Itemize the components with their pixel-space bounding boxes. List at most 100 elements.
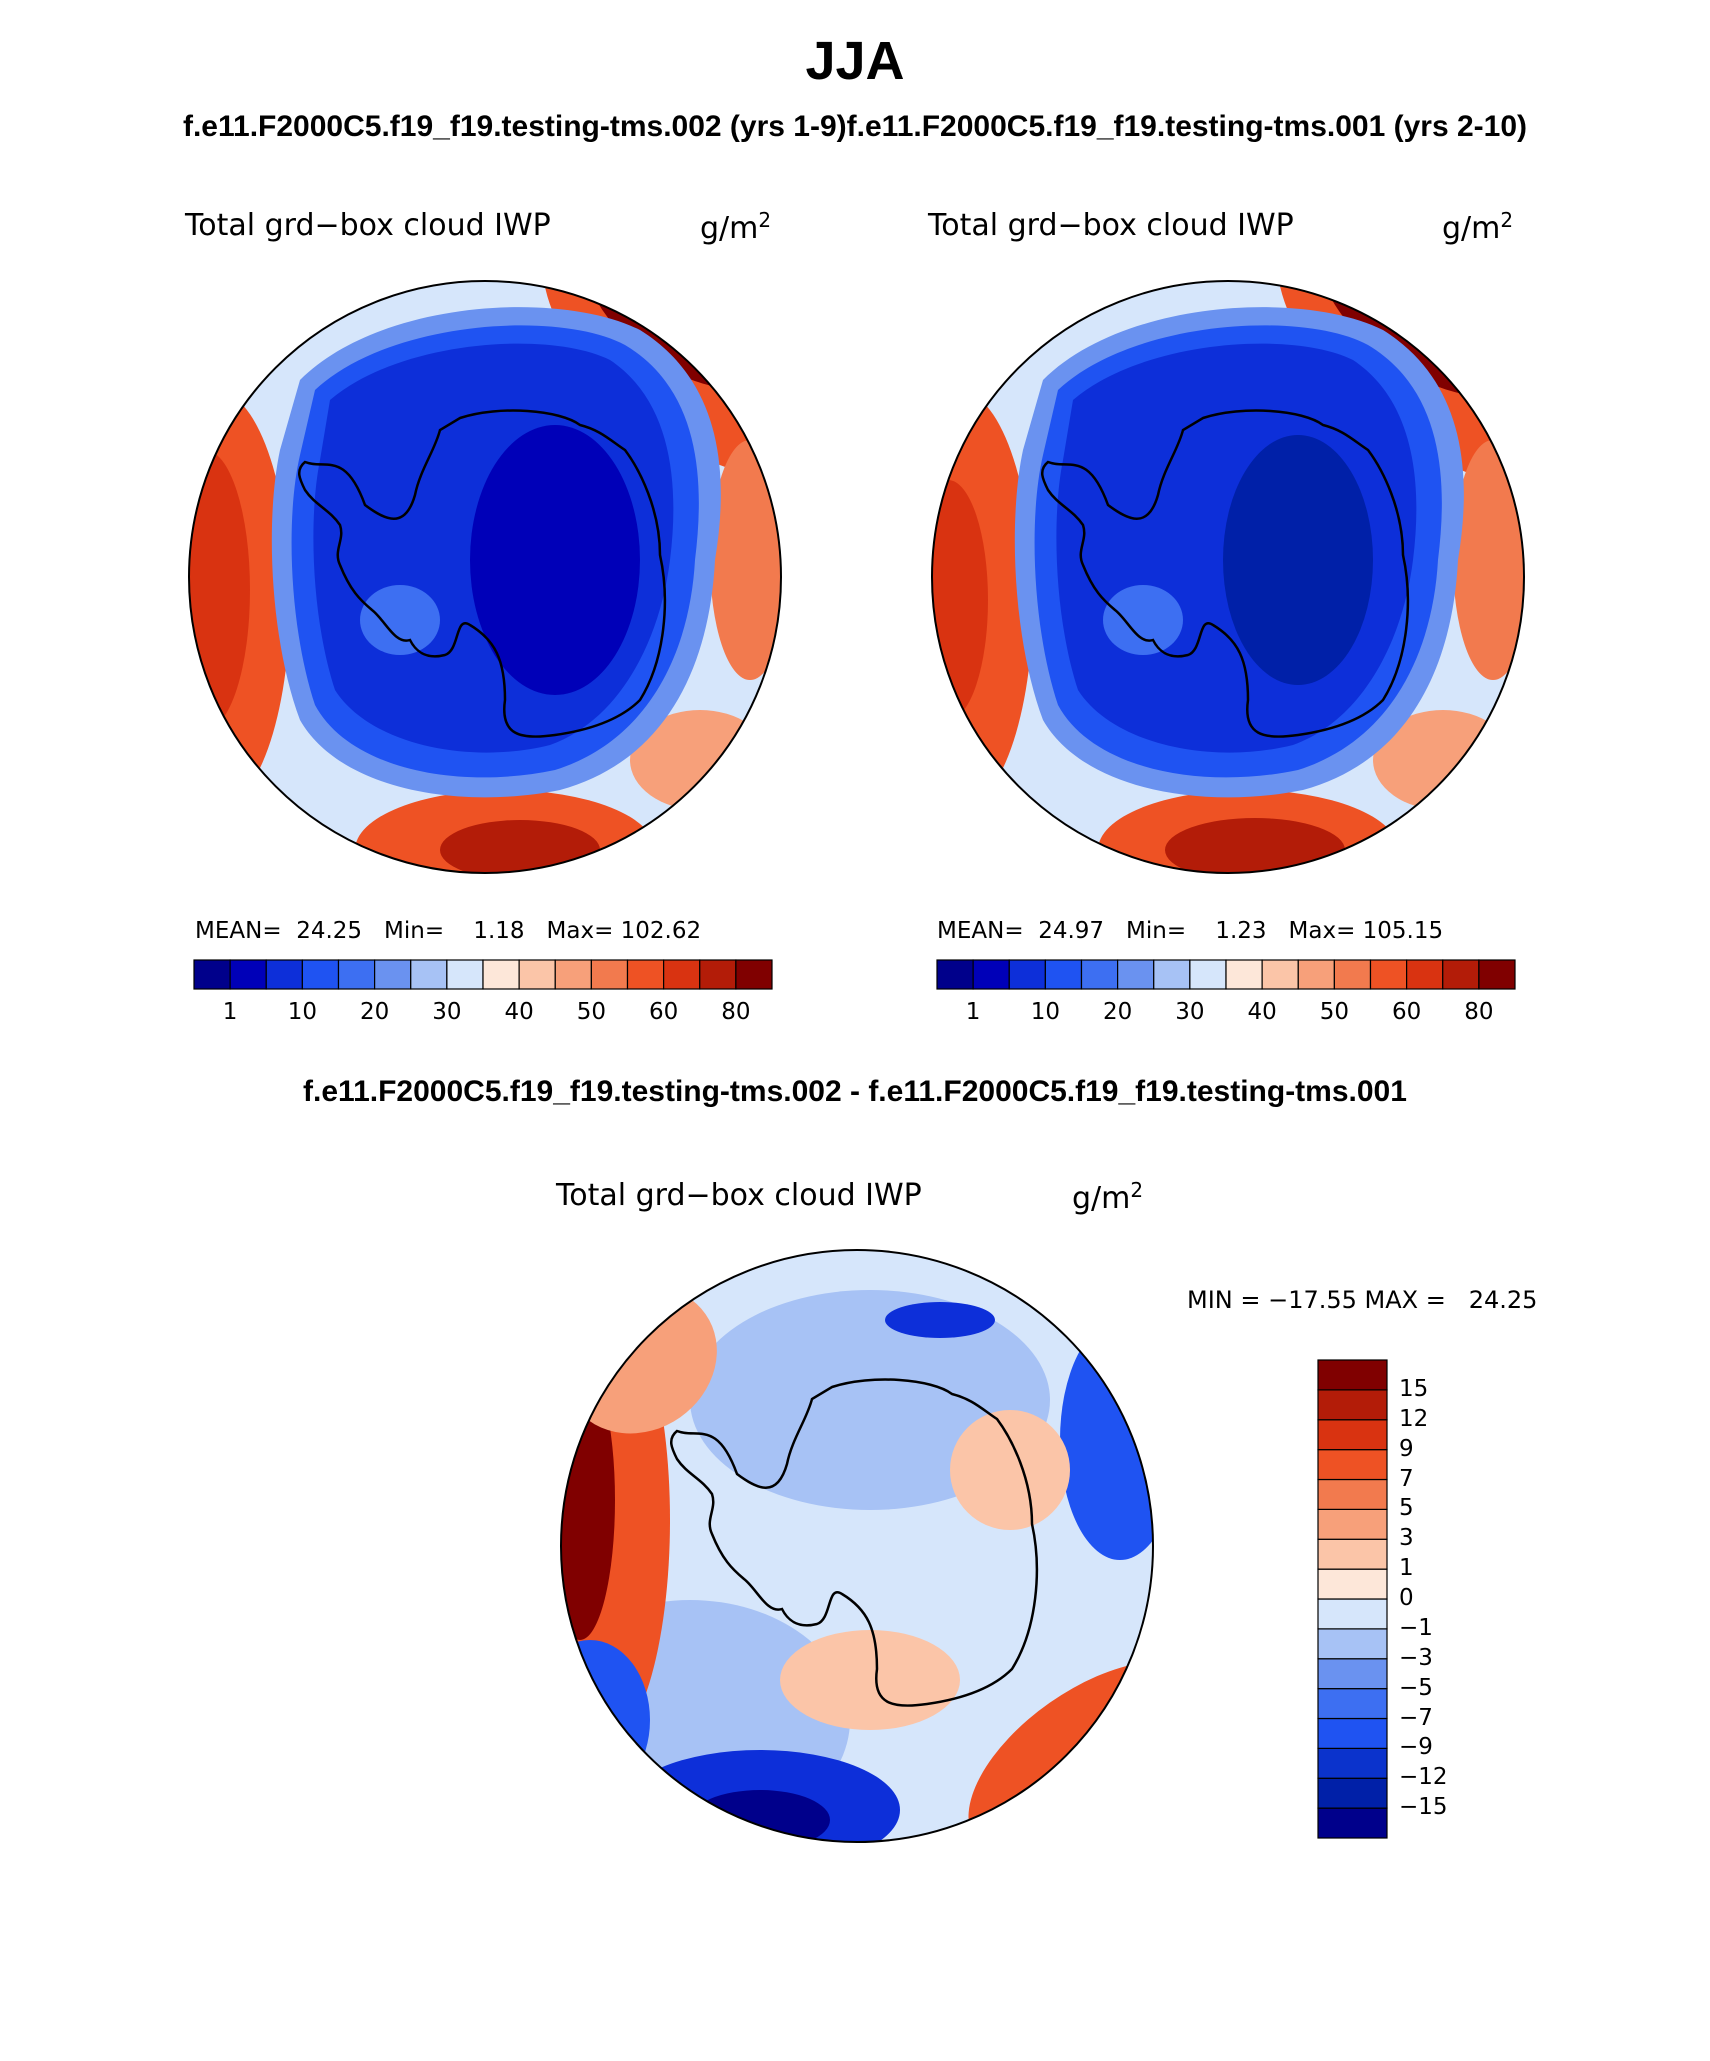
panel1-min-value: 1.18 (473, 918, 525, 944)
diff-colorbar-tick-label: 9 (1399, 1435, 1414, 1462)
diff-colorbar (1317, 1359, 1388, 1839)
diff-colorbar-swatch (1317, 1628, 1388, 1660)
diff-colorbar-swatch (1317, 1598, 1388, 1630)
panel1-colorbar-tick-label: 30 (432, 999, 462, 1025)
panel1-antarctica-outline (298, 409, 667, 738)
panel2-colorbar-tick-label: 80 (1464, 999, 1494, 1025)
panel2-colorbar-swatch (1189, 959, 1227, 990)
panel1-stats: MEAN= 24.25 Min= 1.18 Max= 102.62 (195, 918, 701, 944)
diff-colorbar-swatch (1317, 1807, 1388, 1839)
panel2-min-label: Min= (1126, 918, 1187, 944)
diff-unit-label: g/m2 (1072, 1178, 1143, 1216)
panel1-map (188, 280, 782, 874)
panel1-colorbar-swatch (699, 959, 737, 990)
diff-colorbar-swatch (1317, 1478, 1388, 1510)
panel2-colorbar-swatch (1117, 959, 1155, 990)
panel1-colorbar-tick-label: 10 (287, 999, 318, 1025)
panel1-unit: g/m (700, 211, 759, 246)
page-title: JJA (805, 31, 905, 91)
panel2-colorbar-tick-label: 50 (1319, 999, 1350, 1025)
diff-colorbar-tick-label: 3 (1399, 1525, 1414, 1552)
panel2-colorbar-swatch (1369, 959, 1408, 990)
diff-colorbar-tick-label: 1 (1399, 1555, 1414, 1582)
panel1-colorbar-swatch (518, 959, 556, 990)
panel1-colorbar-swatch (663, 959, 701, 990)
panel2-unit-label: g/m2 (1442, 208, 1513, 246)
panel2-mean-value: 24.97 (1038, 918, 1105, 944)
diff-minmax: MIN = −17.55 MAX = 24.25 (1187, 1286, 1538, 1314)
panel1-colorbar-swatch (626, 959, 665, 990)
diff-colorbar-swatch (1317, 1688, 1388, 1720)
diff-colorbar-tick-label: −1 (1399, 1614, 1433, 1641)
diff-colorbar-swatch (1317, 1777, 1388, 1809)
panel2-colorbar-swatch (972, 959, 1010, 990)
diff-unit-exp: 2 (1130, 1178, 1144, 1202)
panel2-unit: g/m (1442, 211, 1501, 246)
panel1-min-label: Min= (384, 918, 445, 944)
diff-colorbar-tick-label: 7 (1399, 1465, 1414, 1492)
panel1-colorbar-swatch (374, 959, 412, 990)
panel1-unit-label: g/m2 (700, 208, 771, 246)
panel1-colorbar-swatch (193, 959, 231, 990)
panel2-max-label: Max= (1288, 918, 1356, 944)
panel2-colorbar-swatch (936, 959, 974, 990)
diff-colorbar-tick-label: −3 (1399, 1644, 1433, 1671)
panel2-antarctica-outline (1041, 409, 1410, 738)
panel1-colorbar-swatch (482, 959, 520, 990)
panel2-colorbar-tick-label: 60 (1391, 999, 1422, 1025)
panel2-colorbar (936, 959, 1516, 990)
panel1-colorbar-swatch (337, 959, 376, 990)
case-title-left: f.e11.F2000C5.f19_f19.testing-tms.002 (y… (182, 110, 847, 143)
diff-colorbar-tick-label: −9 (1399, 1734, 1433, 1761)
panel2-unit-exp: 2 (1500, 208, 1514, 232)
panel2-colorbar-swatch (1225, 959, 1263, 990)
panel1-colorbar-tick-label: 60 (648, 999, 679, 1025)
panel2-colorbar-swatch (1080, 959, 1119, 990)
panel1-colorbar-tick-label: 80 (721, 999, 751, 1025)
diff-colorbar-tick-label: 15 (1399, 1375, 1429, 1402)
panel1-colorbar-swatch (735, 959, 773, 990)
panel2-colorbar-swatch (1297, 959, 1335, 990)
panel2-colorbar-tick-label: 1 (965, 999, 981, 1025)
panel2-colorbar-tick-label: 20 (1102, 999, 1133, 1025)
panel1-mean-value: 24.25 (296, 918, 363, 944)
panel2-colorbar-tick-label: 10 (1030, 999, 1061, 1025)
diff-map (560, 1249, 1154, 1843)
panel1-colorbar-tick-label: 40 (504, 999, 534, 1025)
panel2-map (931, 280, 1525, 874)
panel2-colorbar-swatch (1478, 959, 1516, 990)
diff-colorbar-tick-label: 0 (1399, 1585, 1414, 1611)
panel1-unit-exp: 2 (758, 208, 772, 232)
diff-colorbar-tick-label: −12 (1399, 1764, 1448, 1791)
panel1-colorbar-swatch (229, 959, 267, 990)
panel1-colorbar-swatch (590, 959, 629, 990)
panel2-min-value: 1.23 (1215, 918, 1267, 944)
diff-colorbar-swatch (1317, 1568, 1388, 1600)
panel2-colorbar-swatch (1008, 959, 1046, 990)
diff-colorbar-swatch (1317, 1747, 1388, 1779)
diff-colorbar-swatch (1317, 1449, 1388, 1481)
diff-colorbar-swatch (1317, 1717, 1388, 1749)
case-titles: f.e11.F2000C5.f19_f19.testing-tms.002 (y… (0, 110, 1710, 144)
panel1-colorbar-swatch (410, 959, 448, 990)
panel1-colorbar (193, 959, 773, 990)
diff-antarctica-outline (670, 1378, 1039, 1707)
diff-title: f.e11.F2000C5.f19_f19.testing-tms.002 - … (303, 1075, 1407, 1108)
panel1-colorbar-swatch (446, 959, 484, 990)
diff-colorbar-tick-label: 12 (1399, 1405, 1429, 1432)
panel1-colorbar-tick-label: 1 (222, 999, 238, 1025)
panel2-colorbar-swatch (1153, 959, 1191, 990)
diff-colorbar-swatch (1317, 1419, 1388, 1451)
diff-colorbar-swatch (1317, 1359, 1388, 1391)
panel2-colorbar-tick-label: 30 (1175, 999, 1205, 1025)
diff-colorbar-tick-label: −7 (1399, 1704, 1433, 1731)
diff-colorbar-swatch (1317, 1508, 1388, 1540)
panel1-max-label: Max= (546, 918, 614, 944)
diff-colorbar-tick-label: −5 (1399, 1674, 1433, 1701)
panel2-mean-label: MEAN= (937, 918, 1024, 944)
panel1-colorbar-tick-label: 20 (359, 999, 390, 1025)
panel2-field-title: Total grd−box cloud IWP (928, 208, 1294, 243)
diff-field-title: Total grd−box cloud IWP (556, 1178, 922, 1213)
panel1-colorbar-swatch (554, 959, 592, 990)
panel1-colorbar-swatch (265, 959, 303, 990)
